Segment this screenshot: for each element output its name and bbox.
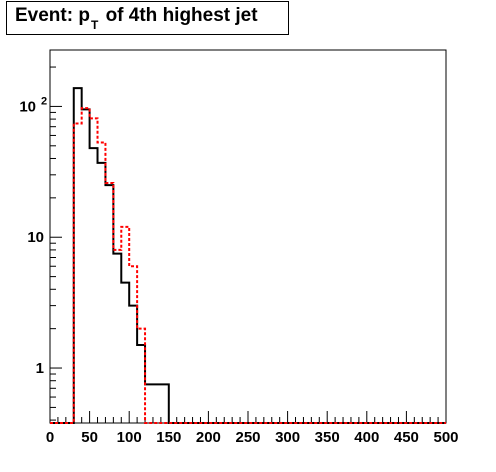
chart-title-prefix: Event: p (15, 5, 90, 26)
histogram-series-2 (50, 107, 446, 424)
x-tick-label: 300 (275, 429, 300, 446)
y-tick-label: 10 (19, 98, 36, 115)
y-axis: 1 10 10 2 (19, 66, 62, 421)
x-tick-label: 500 (433, 429, 458, 446)
x-tick-label: 200 (196, 429, 221, 446)
chart-title-box: Event: pT of 4th highest jet (6, 1, 289, 35)
x-tick-label: 450 (394, 429, 419, 446)
x-tick-label: 50 (81, 429, 98, 446)
histogram-series-1 (50, 87, 446, 424)
x-axis: 0 50 100 150 200 250 300 350 400 450 500 (46, 411, 459, 446)
chart-title-subscript: T (90, 18, 99, 32)
plot-frame (49, 49, 447, 424)
x-tick-label: 250 (235, 429, 260, 446)
x-tick-label: 100 (117, 429, 142, 446)
series-layer (50, 87, 446, 424)
chart-title-suffix: of 4th highest jet (100, 5, 258, 26)
x-tick-label: 150 (156, 429, 181, 446)
y-tick-label: 1 (36, 360, 44, 377)
y-tick-label: 10 (27, 229, 44, 246)
x-tick-label: 0 (46, 429, 54, 446)
chart-title: Event: pT of 4th highest jet (15, 5, 258, 32)
x-tick-label: 400 (354, 429, 379, 446)
x-tick-label: 350 (315, 429, 340, 446)
y-tick-exponent: 2 (41, 95, 47, 107)
